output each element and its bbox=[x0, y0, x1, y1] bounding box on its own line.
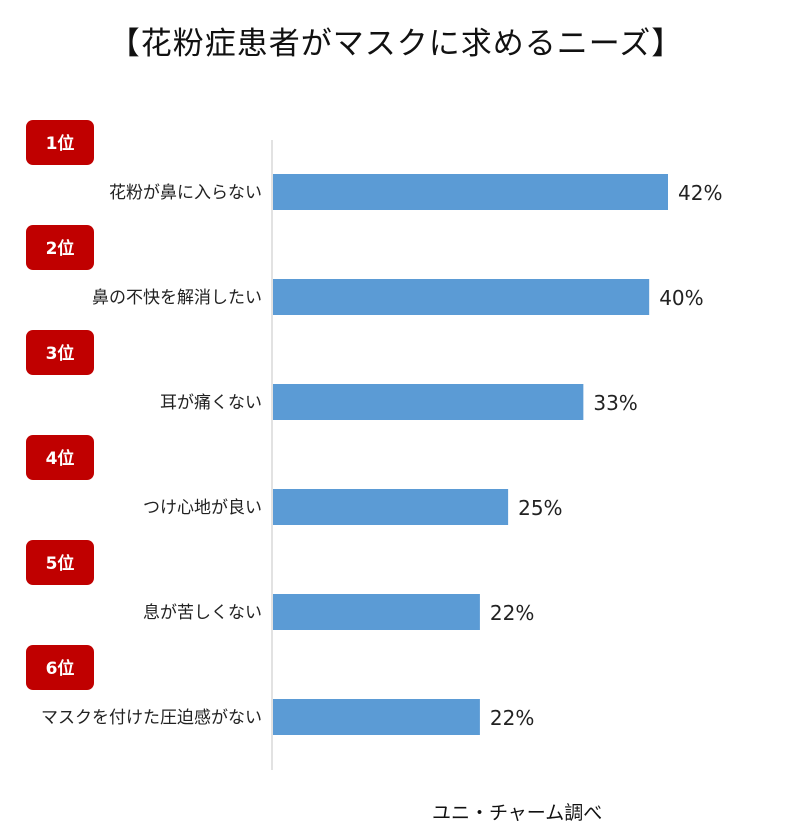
rank-badge bbox=[26, 120, 94, 165]
bar bbox=[273, 384, 584, 420]
value-label: 22% bbox=[490, 706, 534, 730]
value-label: 42% bbox=[678, 181, 722, 205]
rank-label: 4位 bbox=[46, 448, 75, 469]
value-label: 33% bbox=[593, 391, 637, 415]
value-label: 25% bbox=[518, 496, 562, 520]
value-label: 22% bbox=[490, 601, 534, 625]
rank-label: 2位 bbox=[46, 238, 75, 259]
category-label: 息が苦しくない bbox=[143, 603, 262, 623]
rank-label: 6位 bbox=[46, 658, 75, 679]
category-label: つけ心地が良い bbox=[143, 498, 262, 518]
category-label: 花粉が鼻に入らない bbox=[109, 183, 262, 203]
bar bbox=[273, 699, 480, 735]
rank-label: 3位 bbox=[46, 343, 75, 364]
rank-badge bbox=[26, 330, 94, 375]
rank-badge bbox=[26, 540, 94, 585]
chart-title: 【花粉症患者がマスクに求めるニーズ】 bbox=[108, 26, 684, 62]
rank-badge bbox=[26, 435, 94, 480]
category-label: 耳が痛くない bbox=[160, 393, 262, 413]
bar bbox=[273, 279, 650, 315]
source-note: ユニ・チャーム調べ bbox=[432, 802, 603, 824]
rank-label: 5位 bbox=[46, 553, 75, 574]
bar bbox=[273, 174, 668, 210]
category-label: 鼻の不快を解消したい bbox=[92, 288, 262, 308]
bar bbox=[273, 594, 480, 630]
bar bbox=[273, 489, 509, 525]
rank-badge bbox=[26, 645, 94, 690]
value-label: 40% bbox=[659, 286, 703, 310]
rank-badge bbox=[26, 225, 94, 270]
rank-label: 1位 bbox=[46, 133, 75, 154]
category-label: マスクを付けた圧迫感がない bbox=[41, 708, 262, 728]
